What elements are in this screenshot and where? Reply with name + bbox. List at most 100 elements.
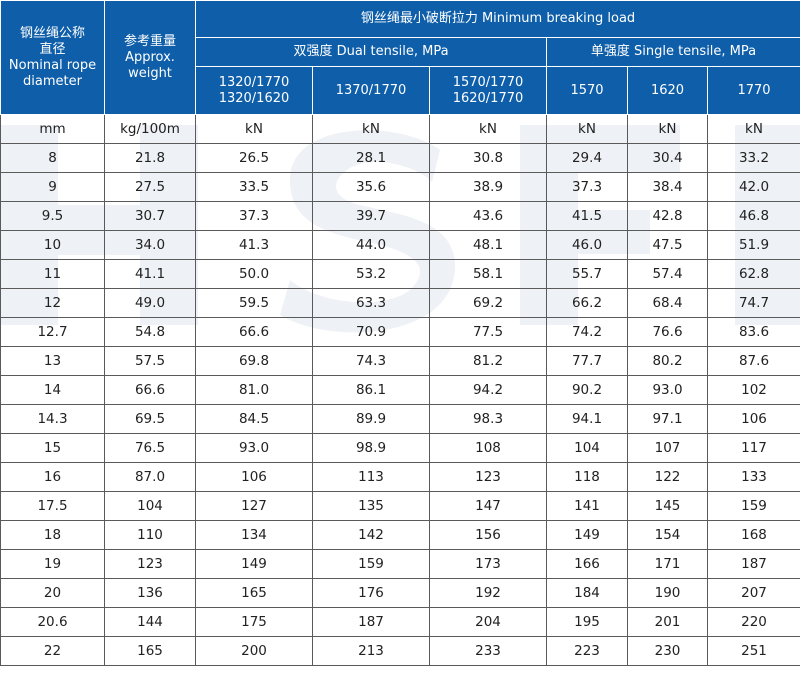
load-cell: 187 [707, 549, 800, 579]
load-cell: 41.3 [195, 230, 313, 260]
load-cell: 230 [627, 636, 708, 666]
table-row: 14 66.6 81.0 86.1 94.2 90.2 93.0 102 [0, 375, 800, 405]
header-breaking-load: 钢丝绳最小破断拉力 Minimum breaking load [195, 0, 800, 38]
load-cell: 175 [195, 607, 313, 637]
unit-cell: kN [195, 114, 313, 144]
load-cell: 90.2 [546, 375, 628, 405]
load-cell: 106 [707, 404, 800, 434]
load-cell: 149 [546, 520, 628, 550]
load-cell: 93.0 [627, 375, 708, 405]
load-cell: 30.8 [429, 143, 547, 173]
diameter-cell: 9.5 [0, 201, 105, 231]
load-cell: 41.5 [546, 201, 628, 231]
diameter-cell: 10 [0, 230, 105, 260]
load-cell: 113 [312, 462, 430, 492]
diameter-cell: 13 [0, 346, 105, 376]
load-cell: 127 [195, 491, 313, 521]
diameter-cell: 22 [0, 636, 105, 666]
load-cell: 74.3 [312, 346, 430, 376]
weight-cell: 21.8 [104, 143, 196, 173]
load-cell: 28.1 [312, 143, 430, 173]
load-cell: 68.4 [627, 288, 708, 318]
load-cell: 93.0 [195, 433, 313, 463]
units-row: mm kg/100m kN kN kN kN kN kN [0, 114, 800, 144]
load-cell: 122 [627, 462, 708, 492]
load-cell: 192 [429, 578, 547, 608]
load-cell: 81.2 [429, 346, 547, 376]
load-cell: 207 [707, 578, 800, 608]
load-cell: 104 [546, 433, 628, 463]
load-cell: 106 [195, 462, 313, 492]
load-cell: 142 [312, 520, 430, 550]
table-row: 19 123 149 159 173 166 171 187 [0, 549, 800, 579]
weight-cell: 66.6 [104, 375, 196, 405]
load-cell: 43.6 [429, 201, 547, 231]
table-row: 9.5 30.7 37.3 39.7 43.6 41.5 42.8 46.8 [0, 201, 800, 231]
diameter-cell: 9 [0, 172, 105, 202]
load-cell: 69.2 [429, 288, 547, 318]
load-cell: 97.1 [627, 404, 708, 434]
table-row: 20.6 144 175 187 204 195 201 220 [0, 607, 800, 637]
load-cell: 154 [627, 520, 708, 550]
load-cell: 66.2 [546, 288, 628, 318]
load-cell: 117 [707, 433, 800, 463]
load-cell: 48.1 [429, 230, 547, 260]
table-row: 12 49.0 59.5 63.3 69.2 66.2 68.4 74.7 [0, 288, 800, 318]
load-cell: 39.7 [312, 201, 430, 231]
load-cell: 156 [429, 520, 547, 550]
header-grade: 1570/1770 1620/1770 [429, 66, 547, 115]
load-cell: 204 [429, 607, 547, 637]
weight-cell: 87.0 [104, 462, 196, 492]
load-cell: 33.5 [195, 172, 313, 202]
weight-cell: 57.5 [104, 346, 196, 376]
load-cell: 46.8 [707, 201, 800, 231]
load-cell: 89.9 [312, 404, 430, 434]
table-row: 20 136 165 176 192 184 190 207 [0, 578, 800, 608]
load-cell: 81.0 [195, 375, 313, 405]
table-row: 22 165 200 213 233 223 230 251 [0, 636, 800, 666]
table-row: 11 41.1 50.0 53.2 58.1 55.7 57.4 62.8 [0, 259, 800, 289]
load-cell: 83.6 [707, 317, 800, 347]
unit-cell: kN [546, 114, 628, 144]
load-cell: 195 [546, 607, 628, 637]
weight-cell: 136 [104, 578, 196, 608]
weight-cell: 69.5 [104, 404, 196, 434]
load-cell: 58.1 [429, 259, 547, 289]
load-cell: 94.2 [429, 375, 547, 405]
load-cell: 59.5 [195, 288, 313, 318]
load-cell: 74.7 [707, 288, 800, 318]
header-grade: 1770 [707, 66, 800, 115]
unit-cell: kN [707, 114, 800, 144]
load-cell: 46.0 [546, 230, 628, 260]
load-cell: 29.4 [546, 143, 628, 173]
load-cell: 70.9 [312, 317, 430, 347]
table-row: 8 21.8 26.5 28.1 30.8 29.4 30.4 33.2 [0, 143, 800, 173]
load-cell: 38.4 [627, 172, 708, 202]
weight-cell: 49.0 [104, 288, 196, 318]
load-cell: 108 [429, 433, 547, 463]
diameter-cell: 20 [0, 578, 105, 608]
table-row: 9 27.5 33.5 35.6 38.9 37.3 38.4 42.0 [0, 172, 800, 202]
diameter-cell: 17.5 [0, 491, 105, 521]
load-cell: 77.5 [429, 317, 547, 347]
load-cell: 26.5 [195, 143, 313, 173]
diameter-cell: 12.7 [0, 317, 105, 347]
load-cell: 66.6 [195, 317, 313, 347]
load-cell: 118 [546, 462, 628, 492]
table-row: 12.7 54.8 66.6 70.9 77.5 74.2 76.6 83.6 [0, 317, 800, 347]
diameter-cell: 14 [0, 375, 105, 405]
load-cell: 47.5 [627, 230, 708, 260]
load-cell: 63.3 [312, 288, 430, 318]
unit-cell: kN [627, 114, 708, 144]
load-cell: 57.4 [627, 259, 708, 289]
unit-cell: kN [429, 114, 547, 144]
load-cell: 135 [312, 491, 430, 521]
load-cell: 233 [429, 636, 547, 666]
weight-cell: 27.5 [104, 172, 196, 202]
load-cell: 166 [546, 549, 628, 579]
load-cell: 51.9 [707, 230, 800, 260]
load-cell: 187 [312, 607, 430, 637]
load-cell: 173 [429, 549, 547, 579]
load-cell: 220 [707, 607, 800, 637]
weight-cell: 34.0 [104, 230, 196, 260]
